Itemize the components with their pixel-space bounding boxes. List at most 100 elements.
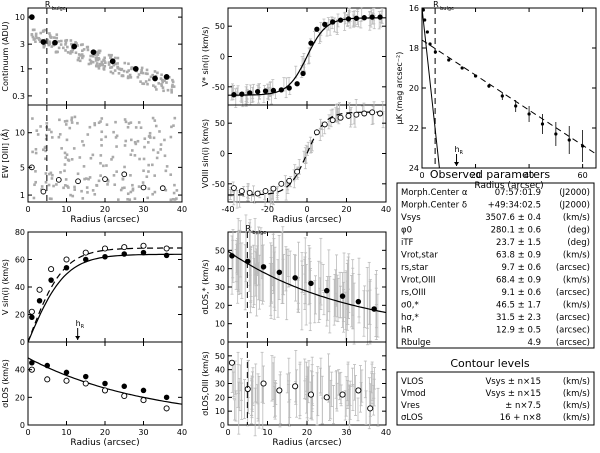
- data-point: [377, 110, 384, 117]
- param-unit: (km/s): [563, 251, 590, 261]
- y-tick-label: 50: [215, 352, 225, 361]
- bg-point: [76, 121, 79, 125]
- data-point: [102, 176, 108, 182]
- param-unit: (km/s): [563, 276, 590, 286]
- bg-point: [172, 191, 176, 195]
- rbulge-label: R: [245, 224, 251, 233]
- y-tick-label: 0: [220, 53, 225, 62]
- data-point: [140, 387, 147, 394]
- y-tick-label: 10: [215, 407, 225, 416]
- data-point: [63, 377, 70, 384]
- rbulge-subscript: bulge: [252, 230, 266, 236]
- param-unit: (deg): [567, 226, 590, 236]
- bg-point: [110, 65, 114, 69]
- x-tick-label: 20: [302, 428, 312, 437]
- sb-point: [423, 18, 427, 22]
- bg-point: [89, 62, 93, 65]
- bg-point: [160, 78, 164, 82]
- param-value: 68.4 ± 0.9: [496, 276, 541, 286]
- y-tick-label: 0: [20, 338, 25, 347]
- bg-point: [64, 123, 68, 126]
- bg-point: [93, 193, 97, 196]
- bg-point: [100, 144, 103, 147]
- data-point: [228, 359, 235, 366]
- data-point: [238, 188, 245, 195]
- bg-point: [100, 117, 104, 120]
- bg-point: [136, 75, 140, 79]
- contour-box: [396, 371, 595, 426]
- param-unit: (km/s): [563, 401, 590, 411]
- bg-point: [169, 198, 173, 202]
- bg-point: [144, 72, 148, 75]
- param-value: 16 + n×8: [500, 413, 541, 423]
- bg-point: [113, 69, 117, 72]
- data-point: [246, 189, 253, 196]
- param-unit: (deg): [567, 238, 590, 248]
- bg-point: [146, 196, 149, 200]
- data-point: [63, 369, 70, 376]
- bg-point: [137, 121, 141, 124]
- bg-point: [49, 36, 53, 39]
- bg-point: [70, 50, 74, 54]
- data-point: [44, 362, 51, 369]
- x-tick-label: 40: [177, 428, 187, 437]
- y-tick-label: 0: [20, 421, 25, 430]
- param-name: VLOS: [401, 377, 423, 387]
- bg-point: [145, 175, 149, 179]
- data-point: [48, 266, 55, 273]
- bg-point: [91, 189, 95, 192]
- bg-point: [57, 46, 61, 50]
- sb-point: [500, 94, 504, 98]
- data-point: [82, 249, 89, 256]
- bg-point: [88, 125, 92, 129]
- bg-point: [151, 163, 154, 167]
- bg-point: [147, 163, 150, 167]
- data-point: [278, 87, 284, 93]
- bg-point: [71, 194, 75, 198]
- panel-4: 0 20 40 60 80 V sin(i) (km/s) h R: [1, 228, 183, 347]
- param-unit: (km/s): [563, 213, 590, 223]
- data-point: [337, 17, 344, 23]
- bg-point: [43, 146, 47, 149]
- bg-point: [86, 191, 89, 194]
- bg-point: [110, 53, 113, 57]
- rbulge-label: R: [433, 0, 439, 9]
- bg-point: [129, 76, 133, 79]
- sb-point: [581, 144, 585, 148]
- hr-label: h: [76, 319, 81, 328]
- bg-point: [155, 88, 158, 91]
- bg-point: [123, 118, 127, 121]
- y-tick-label: 50: [215, 119, 225, 128]
- y-tick-label: 0: [220, 421, 225, 430]
- param-value: 63.8 ± 0.9: [496, 251, 541, 261]
- bg-point: [147, 141, 150, 144]
- bg-point: [160, 84, 164, 88]
- bg-point: [43, 28, 47, 32]
- bg-point: [44, 180, 48, 184]
- bg-point: [164, 169, 168, 173]
- bg-point: [59, 171, 62, 174]
- y-tick-label: 50: [215, 22, 225, 31]
- y-tick-label: 16: [409, 4, 419, 13]
- bg-point: [116, 56, 120, 60]
- bg-point: [73, 115, 77, 119]
- bg-point: [123, 61, 127, 65]
- bg-point: [104, 135, 108, 139]
- bg-point: [120, 74, 124, 78]
- bg-point: [66, 184, 69, 188]
- bg-point: [94, 59, 98, 62]
- bg-point: [105, 123, 109, 126]
- bg-point: [95, 64, 98, 68]
- y-axis-label: σLOS,* (km/s): [201, 259, 210, 314]
- bg-point: [91, 60, 95, 64]
- data-point: [55, 176, 62, 183]
- bg-point: [84, 177, 88, 180]
- data-point: [52, 39, 58, 46]
- param-name: Vres: [401, 401, 420, 411]
- data-point: [367, 405, 374, 412]
- sb-point: [421, 8, 425, 12]
- y-tick-label: 80: [15, 228, 25, 237]
- data-point: [44, 376, 51, 383]
